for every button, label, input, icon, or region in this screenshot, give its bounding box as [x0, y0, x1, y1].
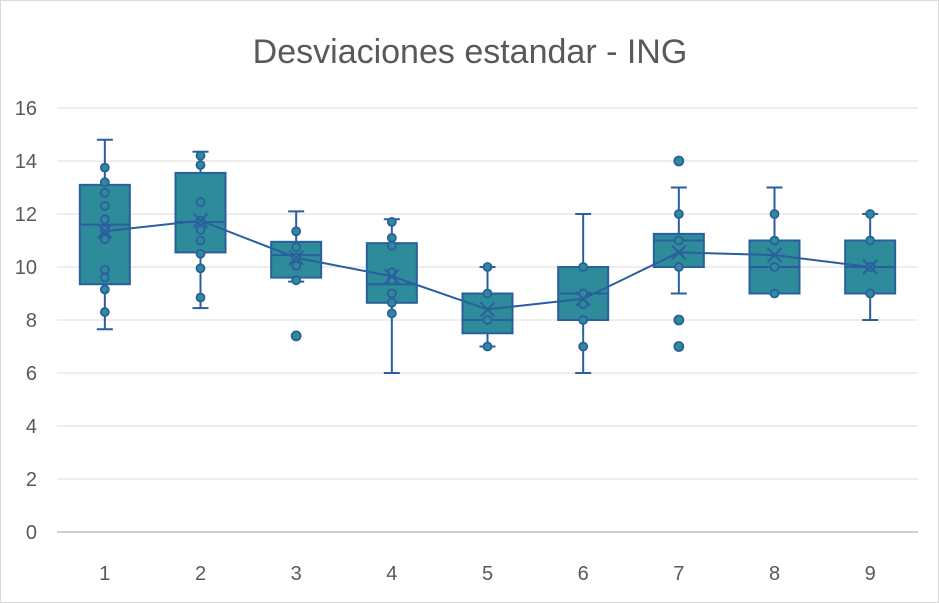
- inner-point: [99, 201, 110, 211]
- inner-point: [865, 235, 876, 246]
- x-tick-label: 9: [865, 563, 876, 585]
- y-tick-label: 4: [26, 416, 37, 438]
- inner-point: [482, 288, 493, 299]
- inner-point: [386, 217, 397, 227]
- inner-point: [578, 315, 589, 325]
- inner-point: [195, 197, 206, 207]
- inner-point: [578, 341, 589, 352]
- inner-point: [386, 288, 397, 299]
- inner-point: [482, 262, 493, 272]
- inner-point: [99, 272, 110, 283]
- inner-point: [99, 162, 110, 173]
- inner-point: [386, 240, 397, 251]
- inner-point: [195, 263, 206, 274]
- inner-point: [386, 232, 397, 243]
- inner-point: [482, 341, 493, 352]
- inner-point: [291, 226, 302, 237]
- inner-point: [769, 288, 780, 299]
- inner-point: [195, 292, 206, 303]
- inner-point: [386, 308, 397, 319]
- outlier-point: [673, 341, 685, 352]
- mean-marker: [671, 244, 687, 261]
- y-tick-label: 6: [26, 363, 37, 385]
- inner-point: [99, 187, 110, 198]
- mean-marker: [97, 223, 113, 239]
- inner-point: [195, 160, 206, 170]
- mean-marker: [384, 268, 400, 284]
- x-tick-label: 5: [482, 563, 493, 585]
- inner-point: [99, 264, 110, 275]
- iqr-box: [461, 292, 514, 335]
- x-tick-label: 6: [578, 563, 589, 585]
- inner-point: [99, 307, 110, 317]
- inner-point: [195, 235, 206, 246]
- inner-point: [291, 260, 302, 271]
- y-tick-label: 12: [15, 204, 37, 226]
- inner-point: [673, 209, 684, 219]
- mean-marker: [575, 291, 591, 307]
- inner-point: [673, 262, 684, 272]
- chart-title: Desviaciones estandar - ING: [253, 33, 688, 71]
- inner-point: [482, 315, 493, 325]
- inner-point: [99, 214, 110, 225]
- x-tick-label: 2: [195, 563, 206, 585]
- inner-point: [673, 235, 684, 246]
- mean-marker: [288, 250, 304, 266]
- inner-point: [195, 224, 206, 235]
- y-tick-label: 10: [15, 257, 37, 279]
- inner-point: [386, 297, 397, 308]
- data-points: [97, 150, 878, 352]
- inner-point: [99, 284, 110, 295]
- inner-point: [291, 275, 302, 286]
- y-tick-label: 2: [26, 469, 37, 491]
- x-tick-label: 4: [386, 563, 397, 585]
- y-axis-ticks: 0 2 4 6 8 10 12 14 16: [15, 98, 37, 544]
- x-tick-label: 7: [673, 563, 684, 585]
- inner-point: [865, 288, 876, 299]
- mean-marker: [862, 259, 878, 275]
- y-tick-label: 0: [26, 522, 37, 544]
- inner-point: [865, 209, 876, 219]
- inner-point: [195, 248, 206, 259]
- mean-marker: [479, 301, 496, 318]
- y-tick-label: 14: [15, 151, 37, 173]
- inner-point: [99, 234, 110, 245]
- inner-point: [195, 150, 206, 161]
- inner-point: [769, 209, 780, 219]
- x-tick-label: 8: [769, 563, 780, 585]
- inner-point: [769, 235, 780, 246]
- outlier-point: [673, 155, 685, 167]
- inner-point: [291, 242, 302, 253]
- inner-point: [769, 262, 780, 272]
- inner-point: [99, 177, 110, 188]
- y-tick-label: 8: [26, 310, 37, 332]
- outlier-point: [673, 314, 685, 326]
- x-tick-label: 1: [99, 563, 110, 585]
- mean-marker: [766, 247, 783, 263]
- mean-marker: [192, 212, 209, 229]
- y-tick-label: 16: [15, 98, 37, 120]
- x-tick-label: 3: [291, 563, 302, 585]
- inner-point: [578, 262, 589, 272]
- outlier-point: [290, 330, 302, 342]
- x-axis-ticks: 1 2 3 4 5 6 7 8 9: [99, 563, 875, 585]
